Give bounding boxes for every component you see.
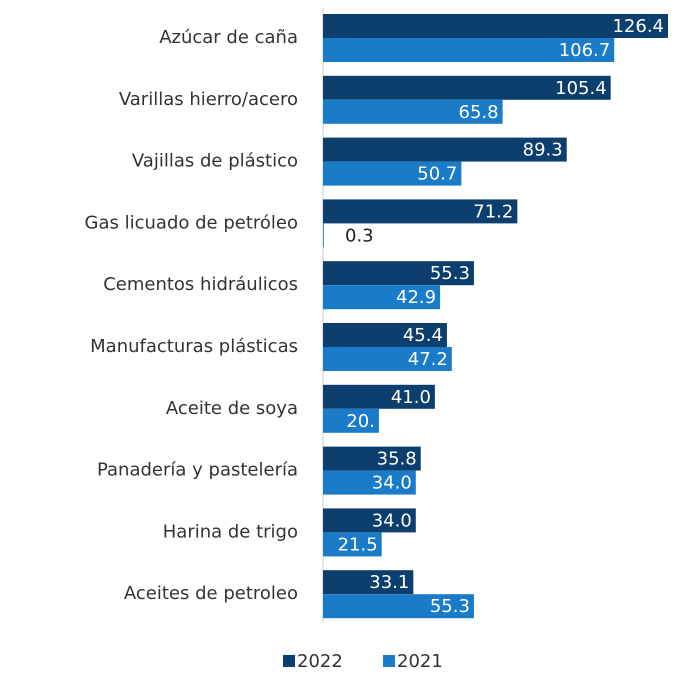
legend-swatch: [283, 655, 295, 667]
bar: [323, 508, 416, 533]
value-label: 106.7: [559, 40, 611, 61]
bar: [323, 75, 611, 100]
y-tick-label: Aceite de soya: [166, 398, 298, 419]
bar: [323, 38, 615, 62]
value-label: 89.3: [523, 140, 563, 161]
value-label: 41.0: [391, 387, 431, 408]
value-label: 21.5: [338, 534, 378, 555]
value-label: 20.: [346, 411, 375, 432]
y-tick-label: Harina de trigo: [163, 521, 298, 542]
value-label: 47.2: [408, 349, 448, 370]
bar: [323, 323, 447, 347]
bar: [323, 532, 382, 557]
legend-label: 2022: [297, 651, 343, 671]
value-label: 42.9: [396, 287, 436, 308]
value-label: 45.4: [403, 325, 443, 346]
y-tick-label: Panadería y pastelería: [97, 460, 298, 481]
value-label: 105.4: [555, 78, 607, 99]
y-tick-label: Azúcar de caña: [159, 27, 298, 48]
value-label: 33.1: [369, 572, 409, 593]
bar: [323, 570, 414, 595]
bar: [323, 161, 462, 186]
y-tick-label: Manufacturas plásticas: [90, 336, 298, 357]
bar: [323, 14, 668, 38]
value-label: 50.7: [417, 164, 457, 185]
bar: [323, 285, 441, 310]
legend-label: 2021: [397, 651, 443, 671]
y-tick-label: Varillas hierro/acero: [119, 89, 298, 110]
value-label: 71.2: [473, 201, 513, 222]
y-tick-label: Gas licuado de petróleo: [85, 212, 298, 233]
value-label: 35.8: [377, 449, 417, 470]
bar: [323, 470, 416, 495]
bar: [323, 99, 503, 124]
value-label: 34.0: [372, 510, 412, 531]
bar: [323, 261, 474, 286]
legend-swatch: [383, 655, 395, 667]
y-tick-label: Aceites de petroleo: [124, 583, 298, 604]
bar: [323, 384, 435, 409]
bar: [323, 594, 474, 619]
value-label: 65.8: [459, 102, 499, 123]
bar: [323, 347, 452, 371]
value-label: 34.0: [372, 473, 412, 494]
bar: [323, 446, 421, 471]
bar: [323, 408, 379, 433]
bar: [323, 199, 518, 224]
y-tick-label: Vajillas de plástico: [132, 151, 298, 172]
value-label: 55.3: [430, 263, 470, 284]
y-tick-label: Cementos hidráulicos: [103, 274, 298, 295]
value-label: 55.3: [430, 596, 470, 617]
value-label: 126.4: [612, 16, 664, 37]
bar: [323, 137, 567, 162]
value-label: 0.3: [345, 225, 374, 246]
bar: [323, 223, 324, 248]
